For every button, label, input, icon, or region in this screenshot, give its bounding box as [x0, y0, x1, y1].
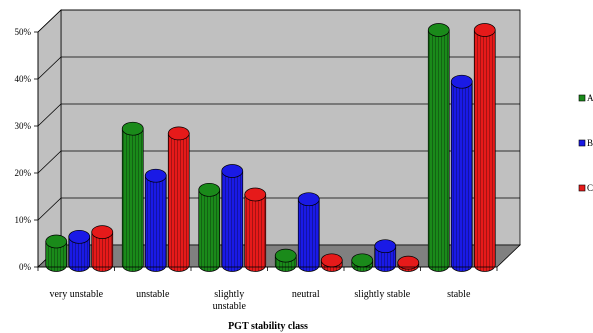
bar-ribs: [221, 171, 243, 272]
bar-top: [221, 164, 244, 178]
legend-label: A: [587, 93, 593, 103]
bar-ribs: [474, 30, 496, 272]
y-tick-label: 0%: [19, 262, 32, 272]
bar-top: [397, 255, 420, 270]
bar-ribs: [451, 81, 473, 272]
bar-top: [297, 192, 320, 207]
bar-C-1: [91, 225, 114, 272]
legend-label: C: [587, 183, 593, 193]
bar-ribs: [298, 199, 320, 272]
x-tick-label: slightly stable: [354, 289, 410, 300]
x-tick-label: neutral: [292, 289, 320, 300]
bar-top: [450, 74, 473, 89]
bar-top: [91, 225, 114, 239]
bar-A-4: [274, 248, 297, 272]
bar-ribs: [145, 175, 167, 272]
bar-B-4: [297, 192, 320, 272]
bar-A-5: [351, 253, 374, 272]
bar-C-3: [244, 187, 267, 272]
gridline-side: [37, 150, 62, 174]
bar-ribs: [374, 246, 396, 272]
bar-A-2: [121, 121, 144, 272]
bar-ribs: [68, 236, 90, 272]
bar-top: [351, 253, 374, 268]
y-tick-label: 40%: [15, 74, 32, 84]
legend-label: B: [587, 138, 593, 148]
bar-ribs: [428, 30, 450, 272]
y-tick-label: 50%: [15, 27, 32, 37]
bar-top: [427, 23, 450, 37]
bar-B-2: [144, 168, 167, 272]
y-tick-label: 10%: [15, 215, 32, 225]
bar-top: [198, 182, 221, 197]
bar-top: [473, 23, 496, 37]
bar-top: [45, 234, 68, 249]
gridline-side: [37, 197, 62, 221]
x-axis: very unstable unstable slightly unstable neu…: [37, 266, 498, 312]
x-axis-title: PGT stability class: [228, 321, 308, 332]
y-tick-label: 20%: [15, 168, 32, 178]
bar-C-2: [167, 126, 190, 272]
legend-swatch: [578, 184, 586, 192]
bar-top: [320, 253, 343, 268]
bar-ribs: [168, 133, 190, 272]
legend: A B C: [578, 93, 593, 193]
bar-ribs: [91, 232, 113, 272]
bar-A-3: [198, 182, 221, 272]
bar-A-6: [427, 23, 450, 272]
bar-C-4: [320, 253, 343, 272]
x-tick-label: stable: [447, 289, 471, 300]
bar-C-6: [473, 23, 496, 272]
x-tick-label: unstable: [136, 289, 170, 300]
bar-ribs: [244, 194, 266, 272]
gridline-side: [37, 103, 62, 127]
legend-swatch: [578, 139, 586, 147]
bar-C-5: [397, 255, 420, 272]
bars: [45, 23, 496, 272]
bar-top: [68, 229, 91, 244]
bar-top: [121, 121, 144, 136]
bar-B-1: [68, 229, 91, 272]
y-tick-label: 30%: [15, 121, 32, 131]
gridline-side: [37, 9, 62, 33]
bar-A-1: [45, 234, 68, 272]
bar-ribs: [45, 241, 67, 272]
bar-top: [274, 248, 297, 263]
gridline-side: [37, 56, 62, 80]
legend-swatch: [578, 94, 586, 102]
bar-top: [374, 239, 397, 254]
bar-top: [144, 168, 167, 183]
bar-top: [167, 126, 190, 141]
bar-ribs: [122, 128, 144, 272]
bar-ribs: [198, 189, 220, 272]
bar-B-3: [221, 164, 244, 272]
x-tick-label: slightly unstable: [213, 289, 247, 312]
bar-B-5: [374, 239, 397, 272]
bar-B-6: [450, 74, 473, 272]
x-tick-label: very unstable: [49, 289, 103, 300]
side-wall: [37, 9, 62, 268]
y-axis: 0% 10% 20% 30% 40% 50%: [15, 27, 39, 272]
bar-top: [244, 187, 267, 202]
